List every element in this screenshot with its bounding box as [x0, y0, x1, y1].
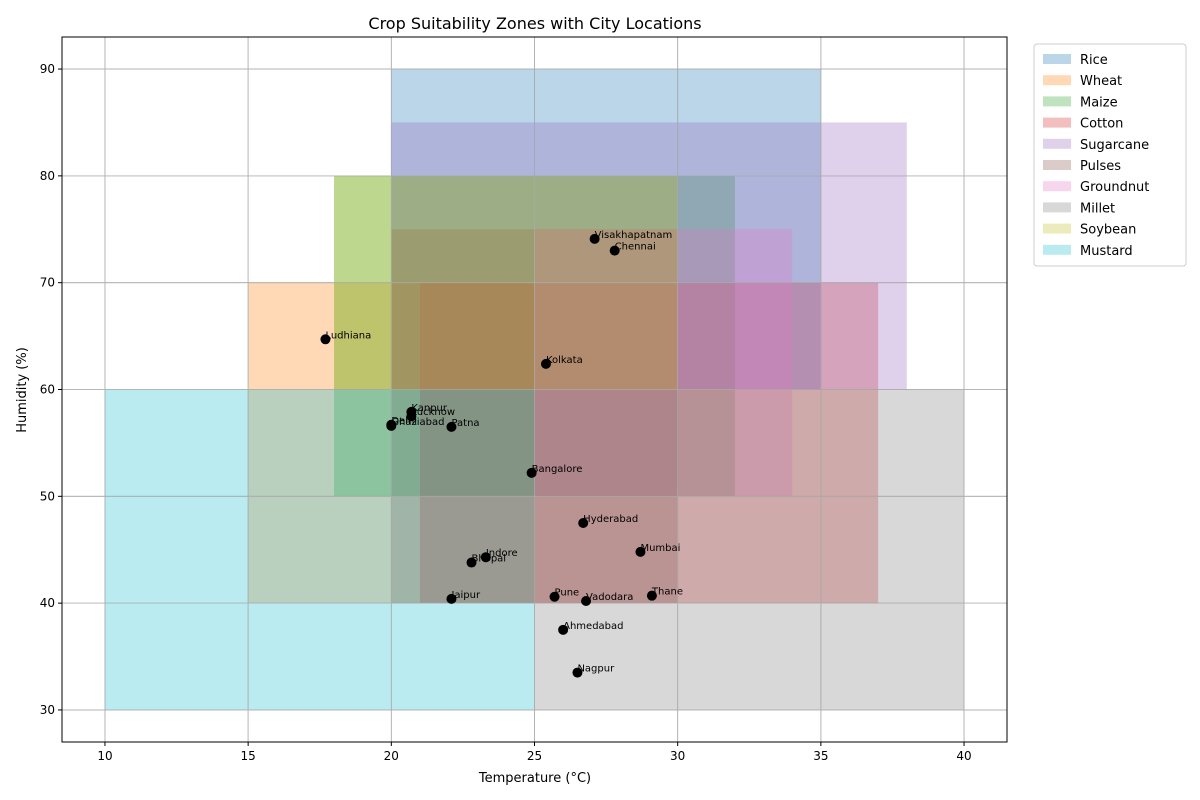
city-point — [578, 518, 589, 529]
legend-swatch — [1043, 54, 1071, 64]
legend-swatch — [1043, 244, 1071, 255]
y-tick-label: 50 — [40, 489, 55, 503]
city-label: Nagpur — [577, 664, 615, 675]
legend-swatch — [1043, 96, 1071, 107]
legend-label: Rice — [1080, 53, 1108, 68]
city-label: Hyderabad — [583, 514, 638, 525]
legend-box — [1033, 43, 1187, 267]
legend: Rice Wheat Maize Cotton Sugarcane Pulses Groun… — [1033, 43, 1187, 267]
city-point — [635, 546, 646, 557]
city-label: Visakhapatnam — [595, 230, 673, 241]
y-axis-label: Humidity (%) — [15, 347, 30, 433]
y-tick-label: 90 — [40, 62, 55, 76]
city-point — [540, 358, 551, 369]
x-axis-label: Temperature (°C) — [478, 771, 591, 786]
city-point — [480, 552, 491, 563]
legend-label: Maize — [1080, 95, 1118, 110]
legend-swatch — [1043, 223, 1071, 234]
y-tick-label: 70 — [40, 276, 55, 290]
city-point — [446, 593, 457, 604]
city-label: Indore — [486, 548, 518, 559]
legend-swatch — [1043, 75, 1071, 86]
legend-swatch — [1043, 181, 1071, 192]
city-label: Delhi — [391, 416, 417, 427]
x-tick-label: 35 — [813, 749, 828, 763]
zone-rice — [391, 69, 821, 390]
y-tick-label: 60 — [40, 383, 55, 397]
legend-swatch — [1043, 160, 1071, 170]
city-label: Bangalore — [532, 464, 583, 475]
city-point — [549, 591, 560, 602]
city-label: Mumbai — [640, 543, 680, 554]
city-point — [320, 334, 331, 345]
city-label: Ghaziabad — [391, 417, 444, 428]
zone-groundnut — [534, 229, 793, 497]
chart-title: Crop Suitability Zones with City Locatio… — [368, 14, 701, 33]
city-point — [581, 596, 592, 606]
zone-mustard — [104, 389, 535, 710]
city-point — [446, 421, 457, 432]
legend-swatch — [1043, 117, 1071, 128]
city-point — [406, 411, 417, 422]
y-tick-label: 80 — [40, 169, 55, 183]
x-tick-label: 30 — [670, 749, 685, 763]
city-point — [466, 557, 477, 568]
legend-label: Wheat — [1080, 74, 1122, 89]
legend-label: Mustard — [1080, 244, 1133, 259]
city-label: Pune — [555, 588, 580, 599]
city-point — [589, 233, 600, 244]
legend-label: Soybean — [1080, 223, 1136, 238]
ticks-layer: 10 15 20 25 30 35 40 30 40 50 60 70 80 90 — [40, 62, 972, 763]
x-tick-label: 15 — [240, 749, 255, 763]
legend-label: Sugarcane — [1080, 138, 1149, 153]
city-label: Chennai — [615, 242, 656, 253]
city-label: Kolkata — [546, 355, 583, 366]
city-point — [572, 667, 583, 678]
city-point — [386, 420, 397, 431]
city-point — [609, 245, 620, 256]
x-tick-label: 10 — [97, 749, 112, 763]
city-label: Bhopal — [472, 554, 507, 565]
legend-label: Cotton — [1080, 117, 1123, 132]
city-label: Jaipur — [450, 590, 481, 601]
city-point — [646, 590, 657, 601]
x-tick-label: 25 — [527, 749, 542, 763]
city-label: Patna — [451, 418, 479, 429]
y-tick-label: 30 — [40, 703, 55, 717]
city-label: Vadodara — [586, 592, 633, 603]
grid-overlay-layer — [62, 37, 1007, 742]
legend-swatch — [1043, 138, 1071, 149]
legend-label: Pulses — [1080, 159, 1121, 174]
zone-millet — [534, 389, 965, 710]
x-tick-label: 40 — [956, 749, 971, 763]
legend-swatch — [1043, 202, 1071, 213]
city-point — [558, 624, 569, 635]
city-label: Kanpur — [411, 403, 448, 414]
city-point — [526, 467, 537, 478]
city-label: Lucknow — [411, 407, 455, 418]
x-tick-label: 20 — [384, 749, 399, 763]
city-label: Thane — [651, 587, 683, 598]
zone-cotton — [419, 282, 879, 604]
y-tick-label: 40 — [40, 596, 55, 610]
city-label: Ahmedabad — [563, 621, 623, 632]
legend-label: Groundnut — [1080, 180, 1149, 195]
city-label: Ludhiana — [325, 330, 371, 341]
legend-label: Millet — [1080, 201, 1115, 216]
